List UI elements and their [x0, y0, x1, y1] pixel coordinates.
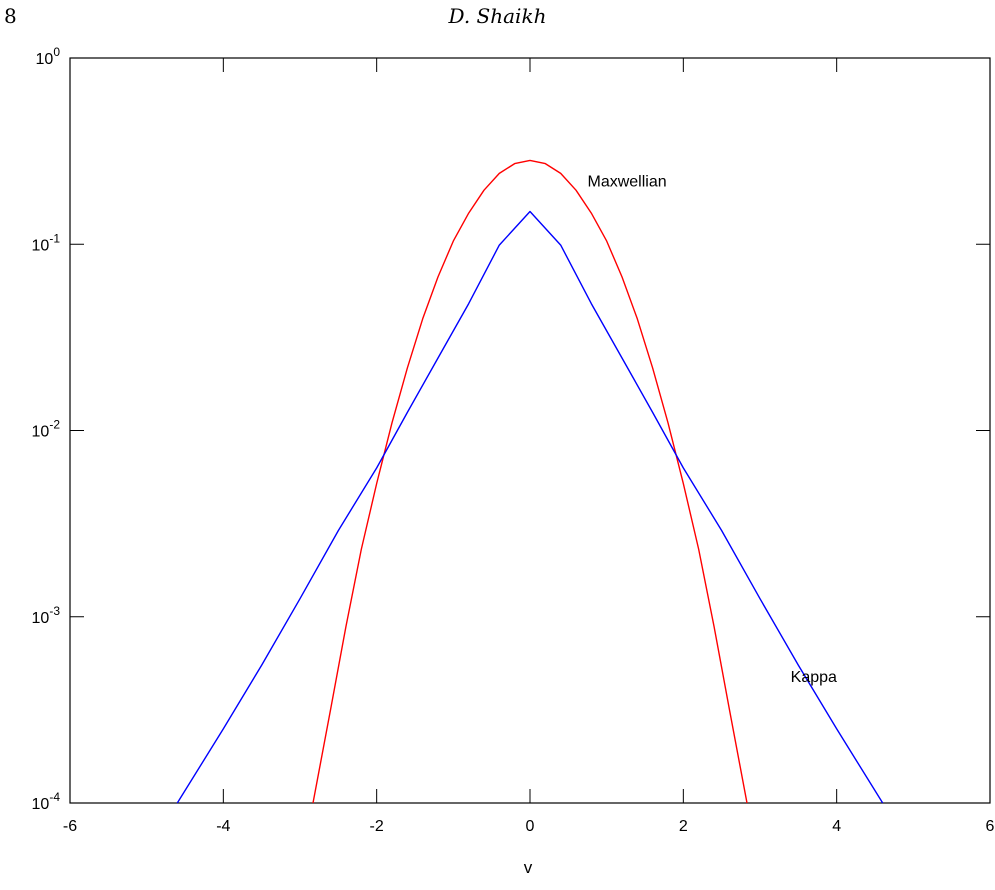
running-head: D. Shaikh: [448, 4, 547, 28]
series-annotation-maxwellian: Maxwellian: [588, 173, 667, 190]
y-tick-label: 10-4: [32, 790, 61, 813]
y-tick-label: 10-1: [32, 231, 61, 254]
series-line-maxwellian: [312, 159, 748, 804]
series-line-kappa: [176, 210, 884, 804]
plot-frame: [69, 57, 991, 804]
x-tick-label: -6: [63, 818, 77, 835]
y-tick-label: 10-2: [32, 418, 61, 441]
x-tick-label: 2: [679, 818, 688, 835]
x-tick-label: 6: [986, 818, 995, 835]
x-tick-label: 0: [526, 818, 535, 835]
x-tick-label: -2: [370, 818, 384, 835]
series-annotation-kappa: Kappa: [791, 669, 837, 686]
y-tick-label: 10-3: [32, 604, 61, 627]
x-axis-label: v: [524, 858, 533, 877]
x-tick-label: 4: [832, 818, 841, 835]
page-number: 8: [4, 4, 17, 28]
x-tick-label: -4: [216, 818, 230, 835]
y-tick-label: 100: [36, 45, 61, 68]
